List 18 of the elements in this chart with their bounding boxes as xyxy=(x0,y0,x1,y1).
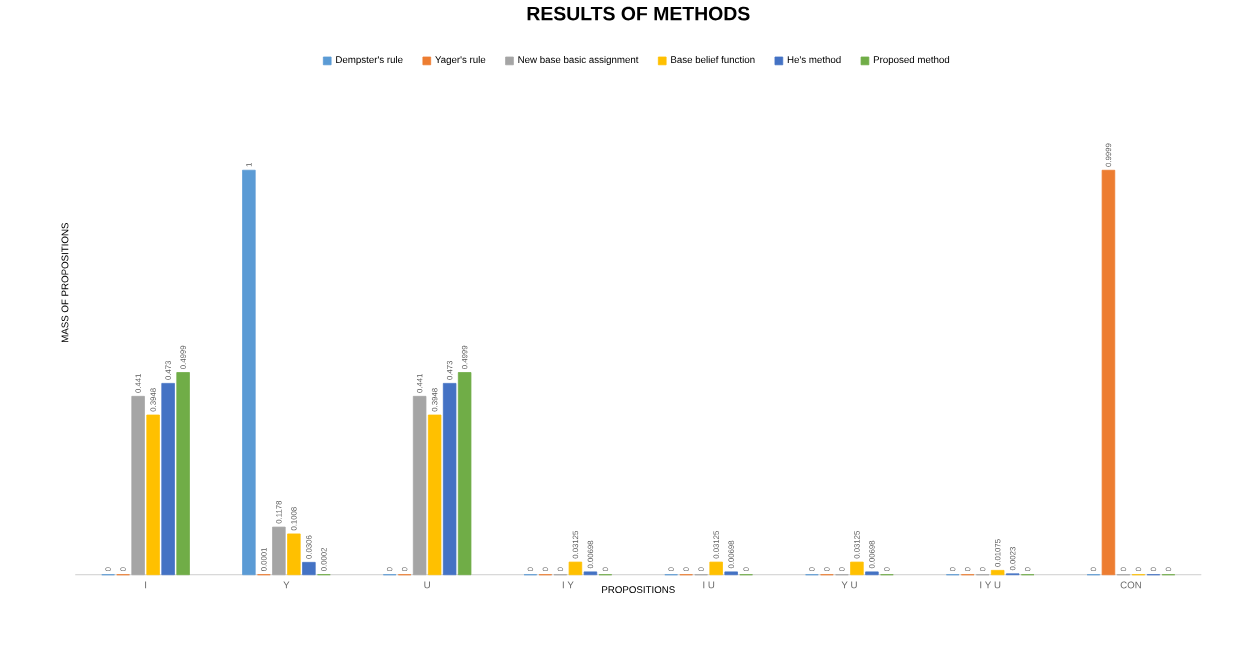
bar xyxy=(176,371,190,575)
bar xyxy=(442,382,457,575)
bar xyxy=(709,561,723,575)
bar xyxy=(242,169,256,575)
bar xyxy=(302,561,316,575)
bar xyxy=(850,561,864,575)
bar xyxy=(1101,169,1116,575)
bar xyxy=(568,561,583,575)
bar xyxy=(161,382,175,575)
bar xyxy=(457,371,472,575)
bar xyxy=(427,414,442,575)
bar xyxy=(412,395,427,575)
chart-title: RESULTS OF METHODS xyxy=(527,6,750,21)
bar xyxy=(272,526,286,575)
bar xyxy=(146,414,160,575)
bar xyxy=(131,395,145,575)
bar xyxy=(990,569,1005,575)
bar xyxy=(287,533,301,575)
